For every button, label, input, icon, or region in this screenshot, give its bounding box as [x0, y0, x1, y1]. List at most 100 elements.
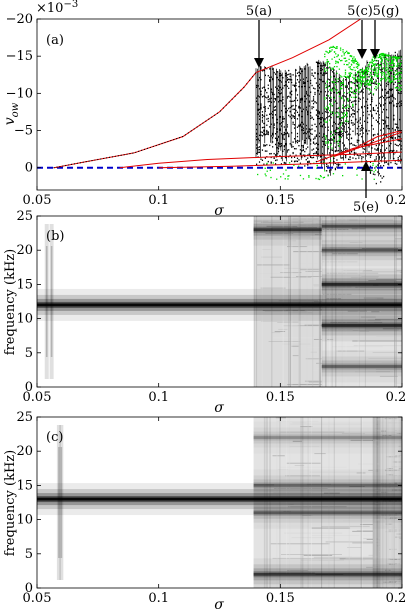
data-point: [365, 81, 367, 83]
data-point: [282, 116, 284, 118]
data-point: [358, 88, 360, 90]
data-point: [389, 62, 392, 65]
data-point: [395, 86, 398, 89]
data-point: [332, 138, 334, 140]
data-point: [345, 105, 347, 107]
data-point: [285, 163, 287, 165]
data-point: [391, 150, 393, 152]
data-point: [399, 72, 401, 75]
data-point: [371, 81, 373, 83]
spectral-streak: [368, 469, 373, 471]
spectral-streak: [327, 339, 334, 340]
data-point: [342, 117, 344, 119]
data-point: [285, 75, 287, 77]
data-point: [395, 60, 398, 62]
data-point: [361, 178, 363, 180]
data-point: [305, 158, 307, 161]
data-point: [301, 99, 303, 101]
data-point: [372, 73, 374, 75]
spectral-streak: [385, 470, 395, 472]
y-tick-label: −15: [6, 49, 33, 64]
data-point: [256, 139, 258, 141]
spectral-streak: [309, 471, 373, 473]
data-point: [321, 136, 323, 139]
data-point: [311, 128, 313, 130]
data-point: [337, 133, 339, 136]
data-point: [372, 60, 375, 62]
spectral-column: [400, 417, 402, 588]
data-point: [362, 114, 364, 117]
data-point: [312, 75, 315, 77]
frequency-band: [253, 479, 402, 492]
data-point: [326, 81, 328, 83]
spectral-streak: [381, 362, 402, 363]
data-point: [345, 76, 347, 79]
spectral-column: [302, 417, 304, 588]
data-point: [374, 58, 376, 60]
spectral-streak: [266, 225, 298, 227]
data-point: [388, 96, 391, 98]
data-point: [397, 102, 399, 105]
data-point: [365, 159, 367, 162]
data-point: [375, 68, 377, 70]
data-point: [337, 149, 339, 152]
data-point: [329, 160, 332, 162]
data-point: [181, 136, 184, 138]
data-point: [114, 155, 116, 157]
data-point: [346, 97, 348, 100]
spectral-column: [376, 417, 378, 588]
data-point: [329, 169, 331, 171]
x-tick-label: 0.05: [23, 193, 52, 208]
data-point: [378, 67, 381, 69]
data-point: [326, 105, 328, 107]
data-point: [266, 118, 268, 120]
data-point: [283, 133, 285, 136]
data-point: [345, 147, 347, 149]
spectral-streak: [294, 500, 324, 502]
data-point: [331, 81, 333, 83]
data-point: [380, 165, 382, 167]
data-point: [243, 86, 245, 88]
data-point: [329, 82, 331, 84]
data-point: [296, 141, 299, 144]
data-point: [317, 148, 319, 151]
data-point: [344, 107, 347, 109]
data-point: [380, 80, 382, 82]
data-point: [369, 74, 371, 76]
frequency-band: [253, 572, 402, 576]
spectral-column: [323, 216, 325, 387]
data-point: [349, 143, 351, 145]
data-point: [333, 101, 336, 103]
data-point: [334, 100, 337, 102]
data-point: [382, 77, 384, 80]
data-point: [399, 143, 401, 146]
spectral-streak: [275, 417, 286, 419]
data-point: [399, 118, 401, 121]
data-point: [397, 56, 399, 59]
data-point: [315, 134, 318, 136]
data-point: [291, 81, 293, 84]
data-point: [394, 78, 396, 80]
data-point: [301, 156, 303, 158]
data-point: [394, 87, 396, 89]
data-point: [263, 144, 265, 146]
data-point: [260, 103, 262, 105]
spectral-column: [383, 417, 385, 588]
data-point: [324, 68, 326, 70]
data-point: [334, 133, 337, 135]
spectral-streak: [381, 311, 402, 312]
data-point: [308, 153, 310, 155]
data-point: [342, 142, 344, 144]
spectral-streak: [284, 532, 343, 534]
data-point: [315, 152, 318, 154]
data-point: [261, 131, 264, 134]
frequency-band: [321, 244, 402, 257]
spectral-streak: [335, 219, 361, 221]
data-point: [346, 86, 348, 88]
data-point: [333, 75, 335, 78]
data-point: [331, 112, 334, 115]
data-point: [399, 105, 401, 107]
data-point: [352, 105, 354, 107]
spectral-streak: [384, 518, 396, 520]
